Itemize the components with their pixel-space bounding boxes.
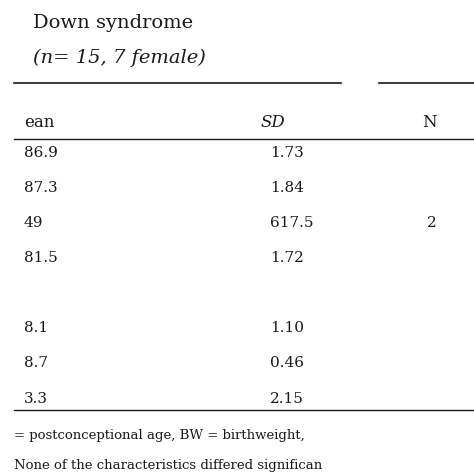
Text: 617.5: 617.5 <box>270 216 314 230</box>
Text: 86.9: 86.9 <box>24 146 57 160</box>
Text: 2: 2 <box>427 216 437 230</box>
Text: SD: SD <box>261 114 285 130</box>
Text: 2.15: 2.15 <box>270 392 304 406</box>
Text: 0.46: 0.46 <box>270 356 304 371</box>
Text: 81.5: 81.5 <box>24 251 57 265</box>
Text: 1.84: 1.84 <box>270 181 304 195</box>
Text: = postconceptional age, BW = birthweight,: = postconceptional age, BW = birthweight… <box>14 429 305 442</box>
Text: 1.72: 1.72 <box>270 251 304 265</box>
Text: 3.3: 3.3 <box>24 392 48 406</box>
Text: 8.7: 8.7 <box>24 356 48 371</box>
Text: None of the characteristics differed significan: None of the characteristics differed sig… <box>14 459 322 472</box>
Text: 87.3: 87.3 <box>24 181 57 195</box>
Text: N: N <box>422 114 437 130</box>
Text: ean: ean <box>24 114 54 130</box>
Text: 1.10: 1.10 <box>270 321 304 336</box>
Text: 49: 49 <box>24 216 43 230</box>
Text: 8.1: 8.1 <box>24 321 48 336</box>
Text: (n= 15, 7 female): (n= 15, 7 female) <box>33 49 206 67</box>
Text: 1.73: 1.73 <box>270 146 304 160</box>
Text: Down syndrome: Down syndrome <box>33 14 193 32</box>
